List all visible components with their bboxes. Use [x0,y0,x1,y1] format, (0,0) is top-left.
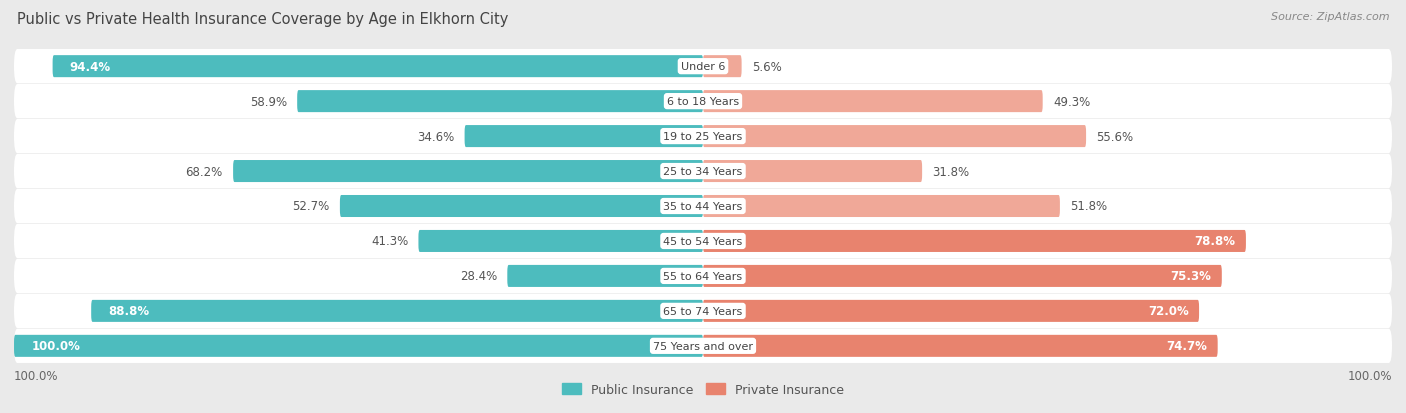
Text: 75.3%: 75.3% [1171,270,1212,283]
Text: 49.3%: 49.3% [1053,95,1090,108]
FancyBboxPatch shape [14,294,1392,328]
Text: 88.8%: 88.8% [108,305,149,318]
Text: Public vs Private Health Insurance Coverage by Age in Elkhorn City: Public vs Private Health Insurance Cover… [17,12,508,27]
FancyBboxPatch shape [703,195,1060,218]
FancyBboxPatch shape [419,230,703,252]
FancyBboxPatch shape [508,265,703,287]
Text: 52.7%: 52.7% [292,200,329,213]
Text: 34.6%: 34.6% [418,130,454,143]
Text: Under 6: Under 6 [681,62,725,72]
Text: 75 Years and over: 75 Years and over [652,341,754,351]
Text: 28.4%: 28.4% [460,270,496,283]
Text: 78.8%: 78.8% [1195,235,1236,248]
FancyBboxPatch shape [703,300,1199,322]
FancyBboxPatch shape [233,161,703,183]
Text: 68.2%: 68.2% [186,165,222,178]
FancyBboxPatch shape [703,230,1246,252]
FancyBboxPatch shape [703,56,741,78]
Text: 100.0%: 100.0% [31,339,80,352]
Text: 31.8%: 31.8% [932,165,970,178]
Text: 65 to 74 Years: 65 to 74 Years [664,306,742,316]
Text: 100.0%: 100.0% [14,369,59,382]
FancyBboxPatch shape [297,91,703,113]
Text: 5.6%: 5.6% [752,61,782,74]
FancyBboxPatch shape [703,265,1222,287]
FancyBboxPatch shape [14,85,1392,119]
Text: 51.8%: 51.8% [1070,200,1108,213]
FancyBboxPatch shape [14,154,1392,189]
Text: 55.6%: 55.6% [1097,130,1133,143]
FancyBboxPatch shape [14,259,1392,293]
Text: 100.0%: 100.0% [1347,369,1392,382]
Text: 94.4%: 94.4% [70,61,111,74]
FancyBboxPatch shape [703,91,1043,113]
FancyBboxPatch shape [14,50,1392,84]
Text: 72.0%: 72.0% [1147,305,1188,318]
FancyBboxPatch shape [14,335,703,357]
Text: 25 to 34 Years: 25 to 34 Years [664,166,742,177]
Text: 74.7%: 74.7% [1167,339,1208,352]
FancyBboxPatch shape [340,195,703,218]
Text: 58.9%: 58.9% [250,95,287,108]
FancyBboxPatch shape [703,161,922,183]
Text: 55 to 64 Years: 55 to 64 Years [664,271,742,281]
FancyBboxPatch shape [91,300,703,322]
FancyBboxPatch shape [14,224,1392,259]
Text: 35 to 44 Years: 35 to 44 Years [664,202,742,211]
FancyBboxPatch shape [14,120,1392,154]
FancyBboxPatch shape [703,126,1085,148]
FancyBboxPatch shape [703,335,1218,357]
Text: Source: ZipAtlas.com: Source: ZipAtlas.com [1271,12,1389,22]
Legend: Public Insurance, Private Insurance: Public Insurance, Private Insurance [557,378,849,401]
FancyBboxPatch shape [14,329,1392,363]
Text: 45 to 54 Years: 45 to 54 Years [664,236,742,247]
FancyBboxPatch shape [464,126,703,148]
Text: 41.3%: 41.3% [371,235,408,248]
FancyBboxPatch shape [14,190,1392,223]
FancyBboxPatch shape [52,56,703,78]
Text: 19 to 25 Years: 19 to 25 Years [664,132,742,142]
Text: 6 to 18 Years: 6 to 18 Years [666,97,740,107]
